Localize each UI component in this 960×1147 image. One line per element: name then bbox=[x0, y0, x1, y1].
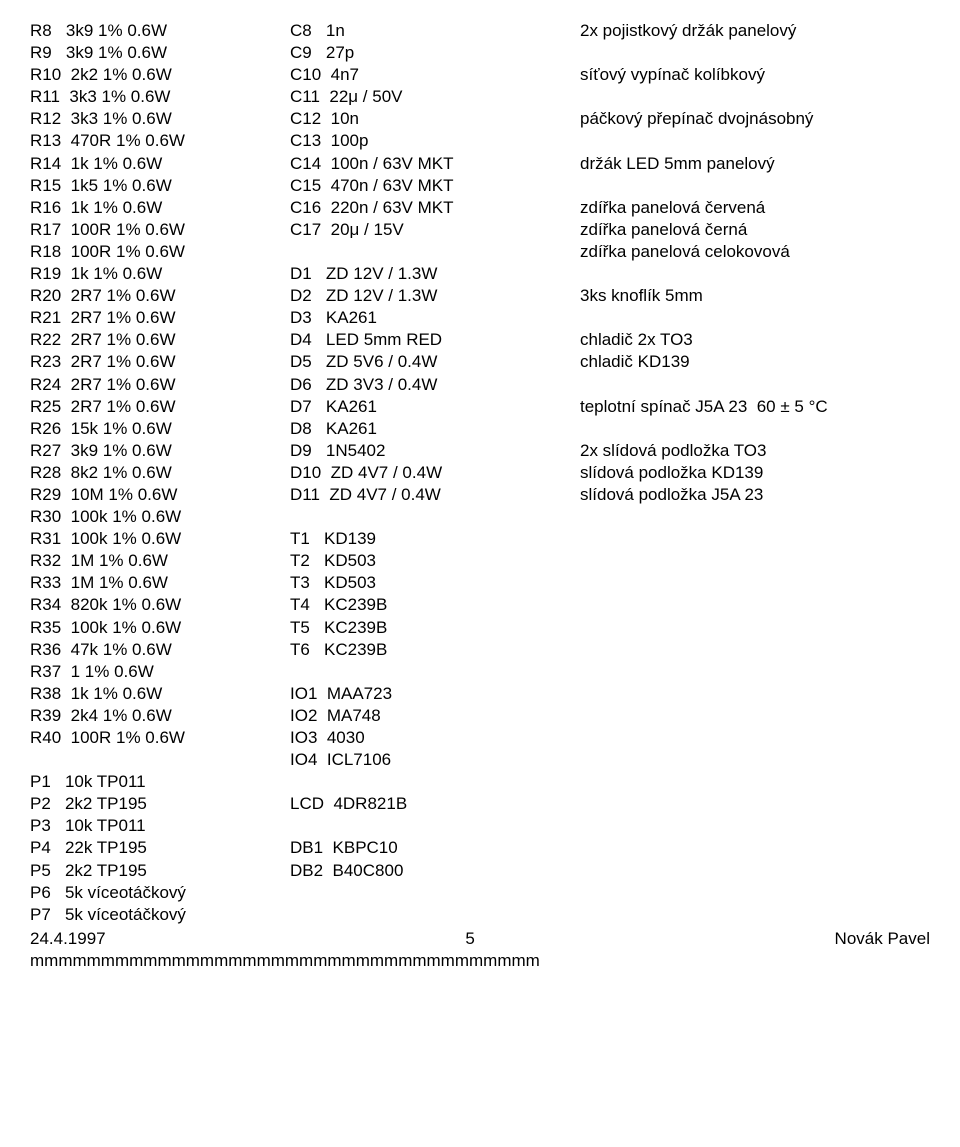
page-footer: 24.4.1997 5 Novák Pavel mmmmmmmmmmmmmmmm… bbox=[30, 928, 930, 972]
footer-separator-line: mmmmmmmmmmmmmmmmmmmmmmmmmmmmmmmmmmmm bbox=[30, 950, 930, 972]
footer-date: 24.4.1997 bbox=[30, 928, 106, 950]
column-notes: 2x pojistkový držák panelový síťový vypí… bbox=[580, 20, 930, 926]
footer-author: Novák Pavel bbox=[835, 928, 930, 950]
column-resistors-pots: R8 3k9 1% 0.6W R9 3k9 1% 0.6W R10 2k2 1%… bbox=[30, 20, 260, 926]
footer-page-number: 5 bbox=[465, 928, 474, 950]
column-caps-diodes-trans-io: C8 1n C9 27p C10 4n7 C11 22μ / 50V C12 1… bbox=[290, 20, 550, 926]
component-columns: R8 3k9 1% 0.6W R9 3k9 1% 0.6W R10 2k2 1%… bbox=[30, 20, 930, 926]
